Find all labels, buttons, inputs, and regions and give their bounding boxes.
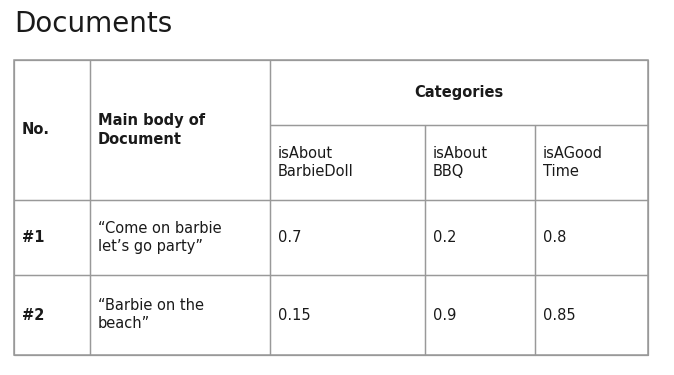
Text: Main body of
Document: Main body of Document [98,114,205,147]
Text: #1: #1 [22,230,44,245]
Bar [535,125,648,200]
Text: 0.9: 0.9 [433,308,456,322]
Text: isAbout
BBQ: isAbout BBQ [433,146,488,179]
Text: No.: No. [22,123,50,138]
Text: “Barbie on the
beach”: “Barbie on the beach” [98,298,204,332]
Bar [14,275,90,355]
Text: isAbout
BarbieDoll: isAbout BarbieDoll [278,146,354,179]
Text: Categories: Categories [415,85,503,100]
Bar [535,200,648,275]
Bar [14,200,90,275]
Text: 0.8: 0.8 [543,230,566,245]
Text: 0.15: 0.15 [278,308,311,322]
Bar [270,275,425,355]
Text: Documents: Documents [14,10,173,38]
Text: 0.85: 0.85 [543,308,576,322]
Text: “Come on barbie
let’s go party”: “Come on barbie let’s go party” [98,221,222,254]
Bar [14,60,648,355]
Bar [270,60,648,125]
Bar [425,125,535,200]
Bar [90,60,270,200]
Text: isAGood
Time: isAGood Time [543,146,603,179]
Bar [14,60,90,200]
Bar [270,125,425,200]
Bar [425,275,535,355]
Bar [90,200,270,275]
Bar [90,275,270,355]
Bar [270,200,425,275]
Text: #2: #2 [22,308,44,322]
Bar [425,200,535,275]
Bar [535,275,648,355]
Text: 0.2: 0.2 [433,230,456,245]
Text: 0.7: 0.7 [278,230,301,245]
